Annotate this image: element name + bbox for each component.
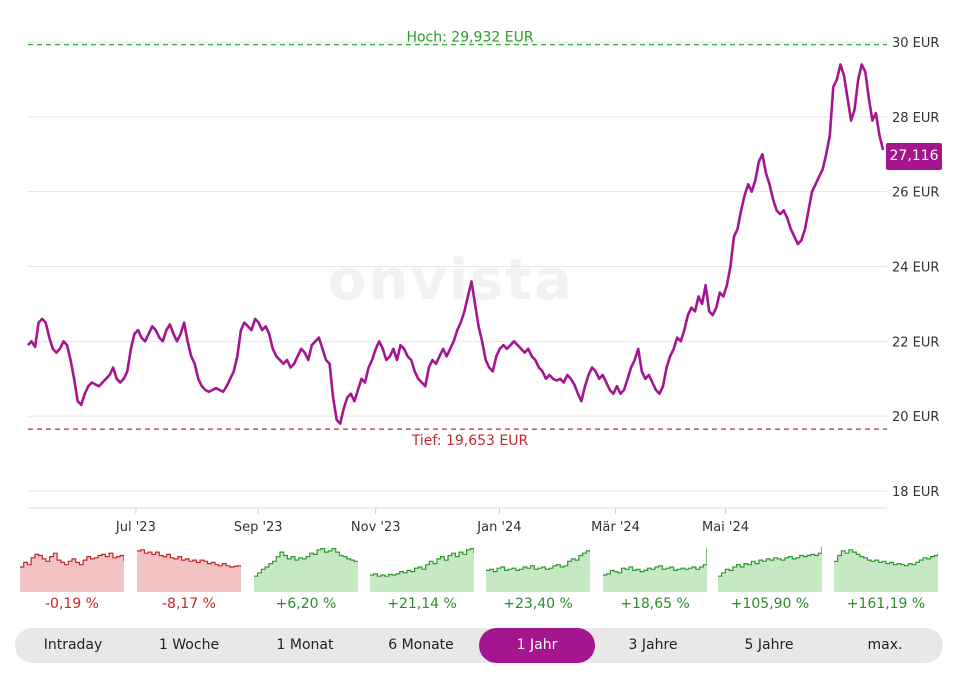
y-tick-label: 30 EUR [892,36,939,51]
mini-area [718,546,822,592]
mini-area [20,553,124,592]
x-tick-label: Mär '24 [591,520,640,535]
tab-5-jahre[interactable]: 5 Jahre [744,637,794,653]
mini-line [370,548,474,577]
price-series [27,63,885,425]
mini-line [486,549,590,573]
mini-chart-4[interactable]: +21,14 % [370,540,474,620]
mini-area [603,548,707,592]
grid-lines [28,41,887,509]
mini-area [370,548,474,592]
mini-sparkline [718,546,822,592]
low-label: Tief: 19,653 EUR [411,433,529,449]
price-line [27,63,885,425]
mini-line [834,549,938,567]
mini-chart-3[interactable]: +6,20 % [254,540,358,620]
y-tick-label: 22 EUR [892,335,939,350]
x-tick-label: Jan '24 [476,520,521,535]
mini-performance-label: +23,40 % [503,596,573,612]
mini-performance-label: +18,65 % [620,596,690,612]
y-tick-label: 26 EUR [892,186,939,201]
mini-performance-label: -8,17 % [162,596,216,612]
mini-chart-6[interactable]: +18,65 % [603,540,707,620]
x-tick-label: Sep '23 [234,520,283,535]
mini-performance-label: +6,20 % [275,596,337,612]
mini-sparkline [370,548,474,592]
tab-6-monate[interactable]: 6 Monate [388,637,454,653]
tab-3-jahre[interactable]: 3 Jahre [628,637,678,653]
y-tick-label: 24 EUR [892,261,939,276]
tab-1-jahr[interactable]: 1 Jahr [479,628,595,663]
y-tick-label: 28 EUR [892,111,939,126]
price-chart: 30 EUR 28 EUR 26 EUR 24 EUR 22 EUR 20 EUR 18 E… [27,30,939,535]
mini-area [254,548,358,592]
mini-area [486,549,590,592]
mini-sparkline [20,552,124,592]
mini-sparkline [486,549,590,592]
mini-chart-2[interactable]: -8,17 % [137,540,241,620]
period-performance-strip: -0,19 % -8,17 % +6,20 % +21,14 % +23,40 % +18… [20,540,940,620]
reference-lines: Hoch: 29,932 EUR Tief: 19,653 EUR [28,30,887,449]
watermark-logo: onvista [328,248,574,313]
x-tick-label: Nov '23 [351,520,401,535]
mini-performance-label: -0,19 % [45,596,99,612]
tab-intraday[interactable]: Intraday [43,637,103,653]
tab-1-monat[interactable]: 1 Monat [276,637,334,653]
mini-chart-5[interactable]: +23,40 % [486,540,590,620]
last-price-label: 27,116 [886,143,942,170]
mini-performance-label: +21,14 % [387,596,457,612]
period-tabs: Intraday 1 Woche 1 Monat 6 Monate 1 Jahr 3 Ja… [15,628,943,663]
mini-area [834,549,938,592]
mini-line [254,548,358,577]
tab-max-[interactable]: max. [867,637,903,653]
mini-line [603,548,707,576]
mini-line [718,546,822,577]
high-label: Hoch: 29,932 EUR [406,30,533,46]
mini-chart-1[interactable]: -0,19 % [20,540,124,620]
x-axis: Jul '23 Sep '23 Nov '23 Jan '24 Mär '24 Mai '… [115,508,749,535]
x-tick-label: Jul '23 [115,520,156,535]
mini-line [137,549,241,568]
mini-area [137,549,241,592]
mini-line [20,552,124,568]
tab-1-woche[interactable]: 1 Woche [158,637,220,653]
mini-sparkline [603,548,707,592]
x-tick-label: Mai '24 [702,520,749,535]
y-axis: 30 EUR 28 EUR 26 EUR 24 EUR 22 EUR 20 EUR 18 E… [892,36,939,500]
mini-performance-label: +161,19 % [846,596,926,612]
y-tick-label: 20 EUR [892,410,939,425]
mini-chart-7[interactable]: +105,90 % [718,540,822,620]
y-tick-label: 18 EUR [892,485,939,500]
mini-sparkline [834,549,938,592]
mini-sparkline [254,548,358,592]
mini-performance-label: +105,90 % [730,596,810,612]
mini-sparkline [137,549,241,592]
mini-chart-8[interactable]: +161,19 % [834,540,938,620]
